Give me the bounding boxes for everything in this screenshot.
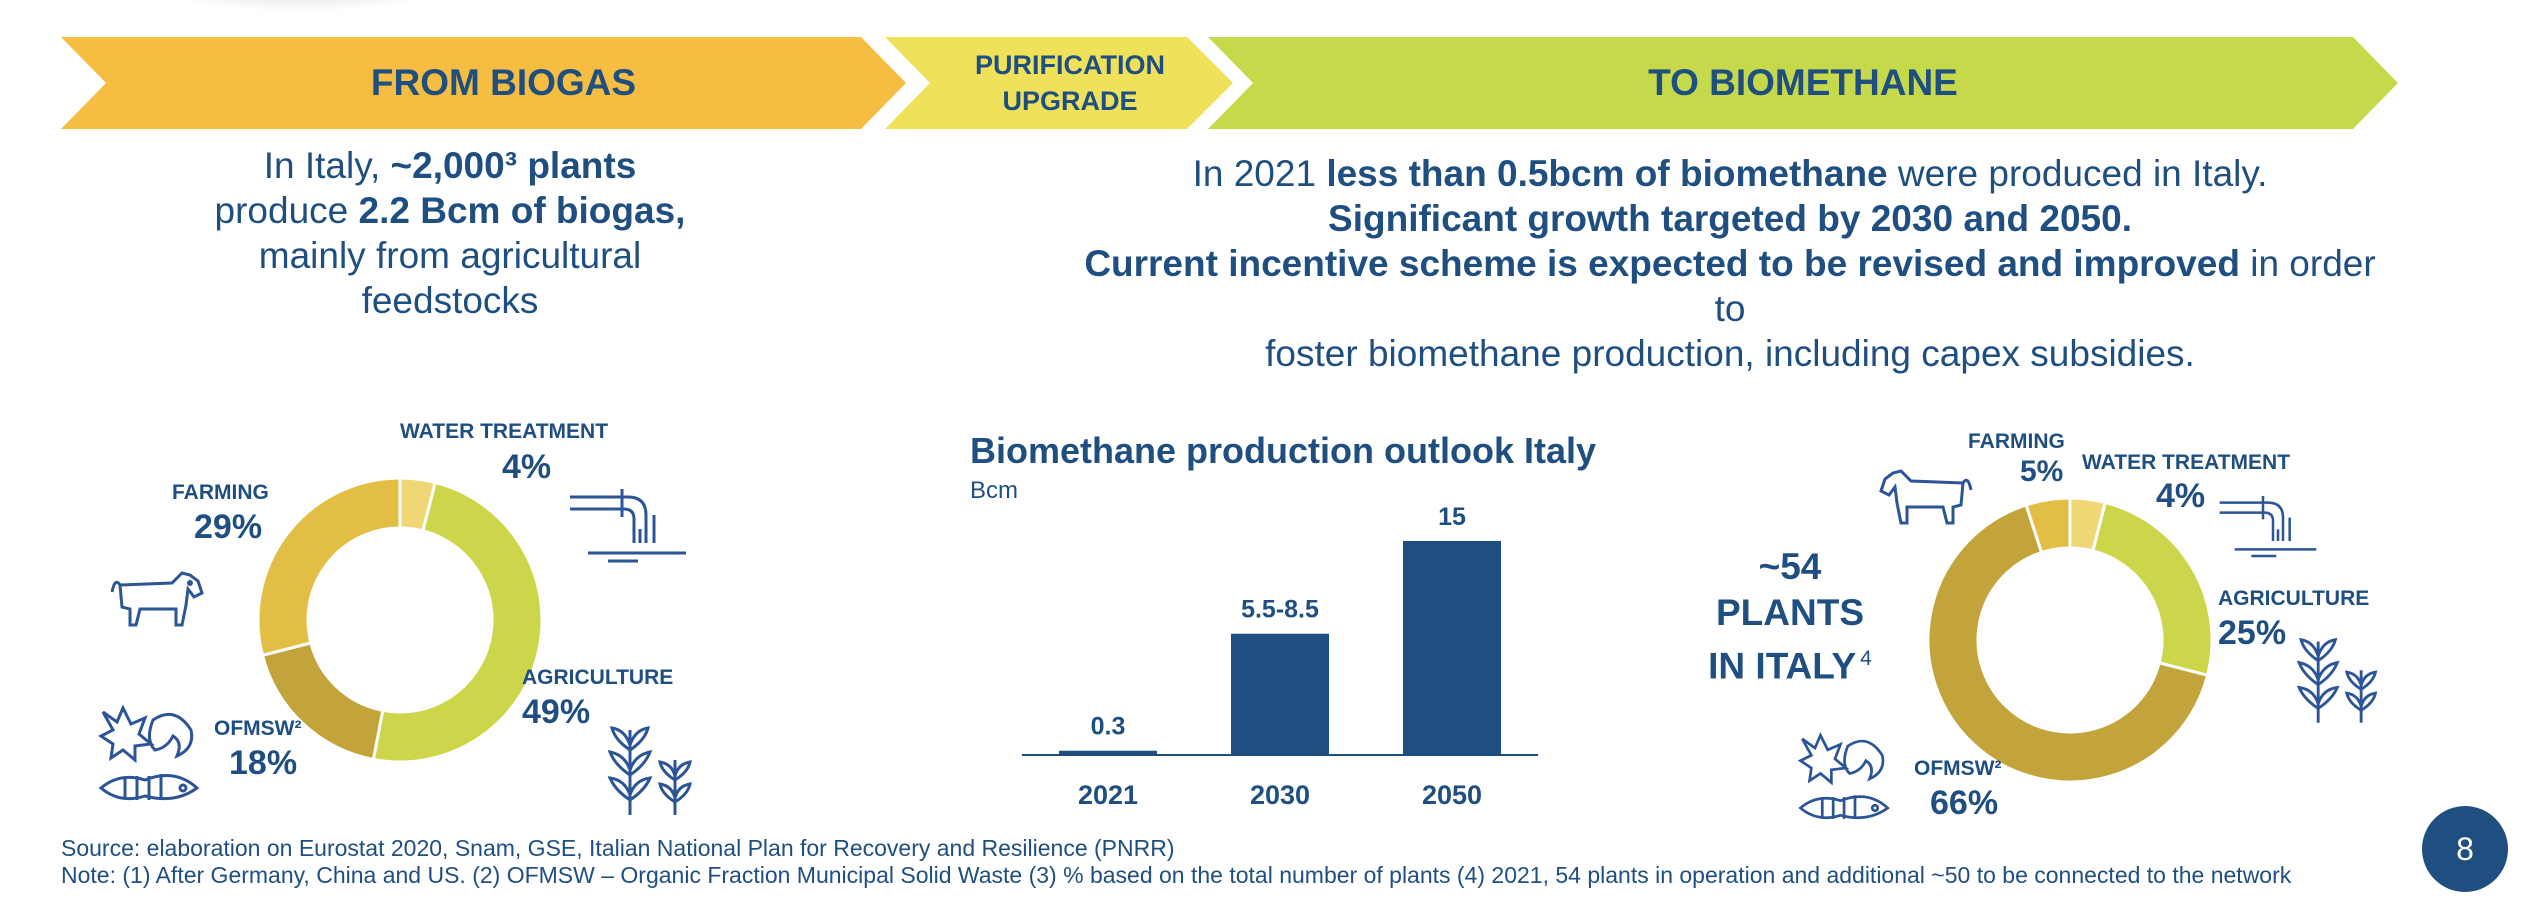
left-agriculture-label: AGRICULTURE [522,666,674,689]
left-farming-label: FARMING [172,481,269,504]
left-farming-pct: 29% [194,508,263,546]
left-water-pct: 4% [502,448,552,486]
biogas-feedstock-donut [256,476,544,764]
organic-waste-icon [98,704,200,801]
x-tick-label-2021: 2021 [1078,780,1138,810]
cow-icon [110,571,204,627]
organic-waste-icon [1797,732,1890,820]
plants-in-italy: IN ITALY [1708,645,1857,687]
donut-slice-ofmsw [1926,503,2210,784]
biogas-summary: In Italy, ~2,000³ plants produce 2.2 Bcm… [160,143,740,323]
left-agriculture-pct: 49% [522,693,591,731]
biomethane-line3a: Current incentive scheme is expected to … [1084,243,2240,284]
biomethane-summary: In 2021 less than 0.5bcm of biomethane w… [1070,151,2390,376]
right-ofmsw-label: OFMSW² [1914,757,2002,780]
biogas-line3: mainly from agricultural [258,235,642,276]
right-water-label: WATER TREATMENT [2082,451,2291,474]
biomethane-outlook-bar-chart: 0.3 2021 5.5-8.5 2030 15 2050 [1022,503,1538,810]
source-note: Source: elaboration on Eurostat 2020, Sn… [61,835,1175,861]
right-agriculture-label: AGRICULTURE [2218,587,2370,610]
to-biomethane-label: TO BIOMETHANE [1648,62,1958,103]
biogas-line1b: ~2,000³ plants [390,145,637,186]
biomethane-line1a: In 2021 [1192,153,1327,194]
bar-2021 [1059,750,1157,755]
bar-2030 [1231,633,1329,755]
right-farming-label: FARMING [1968,430,2065,453]
from-biogas-label: FROM BIOGAS [370,62,637,103]
right-farming-pct: 5% [2020,455,2064,488]
left-water-label: WATER TREATMENT [400,420,609,443]
plants-word: PLANTS [1716,592,1864,633]
bar-chart-unit: Bcm [970,477,1018,504]
biomethane-line1c: were produced in Italy. [1887,153,2268,194]
water-pipe-icon [570,489,686,563]
water-pipe-icon [2219,496,2317,558]
bar-data-label-2030: 5.5-8.5 [1241,596,1319,624]
donut-slice-ofmsw [260,641,385,762]
top-shadow [150,0,450,12]
bar-chart-title: Biomethane production outlook Italy [970,430,1597,471]
plants-footnote: 4 [1860,647,1872,670]
purification-banner: PURIFICATION UPGRADE [885,37,1235,129]
donut-slice-agriculture [371,480,544,764]
footnote: Note: (1) After Germany, China and US. (… [61,862,2292,888]
from-biogas-chevron [61,37,906,129]
biomethane-line4: foster biomethane production, including … [1265,333,2195,374]
plant-sprout-icon [2296,637,2378,723]
biogas-line2a: produce [214,190,359,231]
plant-sprout-icon [607,726,692,815]
page-number-badge: 8 [2422,806,2508,892]
bar-data-label-2021: 0.3 [1091,713,1126,741]
x-tick-label-2030: 2030 [1250,780,1310,810]
to-biomethane-banner: TO BIOMETHANE [1208,37,2398,129]
purification-chevron [885,37,1233,129]
donut-slice-agriculture [2091,500,2214,678]
bar-2050 [1403,541,1501,755]
biomethane-line2: Significant growth targeted by 2030 and … [1328,198,2132,239]
left-ofmsw-pct: 18% [229,744,298,782]
biogas-line2b: 2.2 Bcm of biogas, [358,190,686,231]
purification-line1: PURIFICATION [975,50,1165,80]
x-tick-label-2050: 2050 [1422,780,1482,810]
purification-label: PURIFICATION UPGRADE [885,37,1245,129]
from-biogas-banner: FROM BIOGAS [61,37,906,129]
biogas-line4: feedstocks [361,280,539,321]
cow-icon [1879,469,1973,525]
bar-data-label-2050: 15 [1438,503,1466,531]
biomethane-line1b: less than 0.5bcm of biomethane [1326,153,1888,194]
left-ofmsw-label: OFMSW² [214,717,302,740]
purification-line2: UPGRADE [1002,86,1138,116]
biomethane-feedstock-donut [1926,496,2214,784]
biomethane-line3b: in order to [1714,243,2376,329]
donut-slice-farming [2024,496,2072,555]
right-agriculture-pct: 25% [2218,614,2287,652]
to-biomethane-chevron [1208,37,2398,129]
biogas-line1a: In Italy, [263,145,391,186]
donut-slice-farming [256,476,402,658]
plants-in-italy-label: ~54 PLANTS IN ITALY 4 [1690,544,1890,689]
right-ofmsw-pct: 66% [1930,784,1999,822]
plants-count: ~54 [1758,546,1822,587]
right-water-pct: 4% [2156,477,2206,515]
